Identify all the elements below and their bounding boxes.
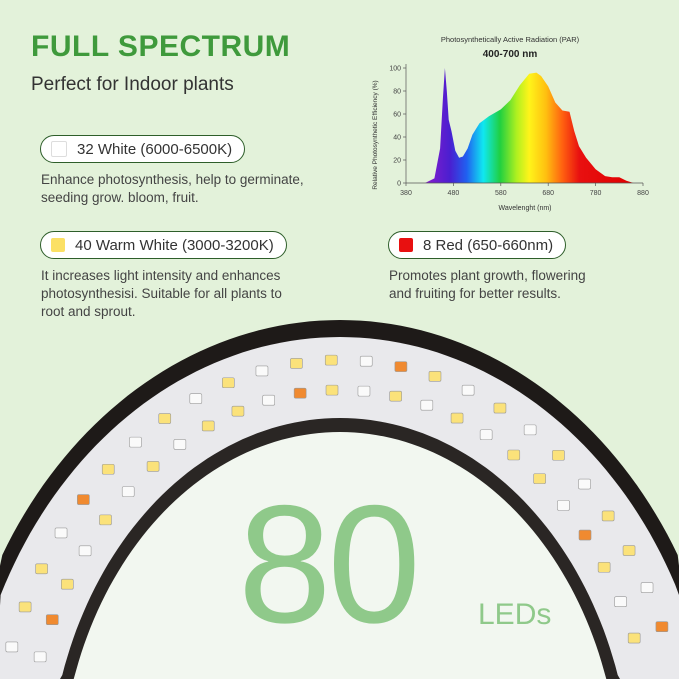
led-chip	[45, 614, 59, 625]
x-tick-label: 380	[400, 190, 412, 197]
y-axis-label: Relative Photosynthetic Efficiency (%)	[372, 80, 379, 189]
led-chip	[173, 439, 187, 450]
y-tick-label: 20	[393, 158, 401, 165]
x-tick-label: 680	[542, 190, 554, 197]
led-chip	[324, 354, 338, 366]
led-chip	[78, 545, 92, 557]
led-chip	[557, 500, 570, 511]
description-line: photosynthesisi. Suitable for all plants…	[41, 286, 282, 301]
led-chip	[99, 514, 112, 526]
description-line: Enhance photosynthesis, help to germinat…	[41, 172, 304, 187]
x-tick-label: 880	[637, 190, 649, 197]
led-type-warm-white-badge: 40 Warm White (3000-3200K)	[40, 231, 287, 259]
y-tick-label: 80	[393, 89, 401, 96]
led-chip	[640, 582, 654, 593]
chart-subtitle: 400-700 nm	[483, 49, 538, 60]
spectrum-area	[424, 68, 634, 183]
led-chip	[357, 385, 371, 397]
led-chip	[461, 384, 475, 396]
white-swatch-icon	[51, 141, 67, 157]
description-line: and fruiting for better results.	[389, 286, 561, 301]
led-chip	[493, 402, 507, 414]
led-chip	[552, 449, 565, 461]
led-chip	[523, 424, 537, 436]
led-type-red-badge: 8 Red (650-660nm)	[388, 231, 567, 259]
x-tick-label: 580	[495, 190, 507, 197]
led-chip	[394, 361, 408, 372]
description-line: seeding grow. bloom, fruit.	[41, 190, 199, 205]
led-chip	[420, 399, 434, 411]
led-chip	[533, 473, 546, 484]
page-title: FULL SPECTRUM	[31, 30, 291, 63]
led-type-label: 32 White (6000-6500K)	[77, 140, 233, 158]
description-line: It increases light intensity and enhance…	[41, 268, 281, 283]
led-type-description: Enhance photosynthesis, help to germinat…	[41, 171, 304, 207]
led-type-white-badge: 32 White (6000-6500K)	[40, 135, 246, 163]
x-tick-label: 480	[448, 190, 460, 197]
description-line: root and sprout.	[41, 304, 136, 319]
x-axis-label: Wavelenght (nm)	[498, 205, 551, 212]
led-chip	[222, 377, 235, 389]
led-chip	[255, 365, 269, 377]
led-count-unit: LEDs	[478, 598, 552, 631]
led-type-label: 40 Warm White (3000-3200K)	[75, 236, 274, 254]
x-tick-label: 780	[590, 190, 602, 197]
warm-white-swatch-icon	[51, 238, 65, 252]
led-type-label: 8 Red (650-660nm)	[423, 236, 554, 254]
led-chip	[18, 601, 32, 613]
led-chip	[293, 387, 307, 399]
led-chip	[578, 478, 591, 490]
led-chip	[189, 393, 203, 404]
led-chip	[129, 436, 142, 448]
led-chip	[146, 461, 160, 472]
led-chip	[77, 494, 90, 505]
description-line: Promotes plant growth, flowering	[389, 268, 586, 283]
led-chip	[158, 413, 172, 424]
ring-center	[60, 432, 620, 679]
led-chip	[101, 463, 115, 475]
y-tick-label: 60	[393, 112, 401, 119]
led-chip	[5, 641, 19, 653]
spectrum-chart: Photosynthetically Active Radiation (PAR…	[372, 35, 649, 212]
led-chip	[597, 561, 611, 573]
led-chip	[54, 527, 68, 539]
led-chip	[121, 486, 135, 497]
led-chip	[428, 371, 442, 382]
led-chip	[389, 390, 402, 402]
led-chip	[61, 578, 74, 590]
led-chip	[35, 563, 48, 575]
led-chip	[325, 384, 339, 396]
led-chip	[231, 405, 245, 417]
red-swatch-icon	[399, 238, 413, 252]
y-tick-label: 0	[397, 181, 401, 188]
led-count: 80	[238, 470, 421, 658]
led-chip	[290, 358, 303, 369]
led-chip	[359, 355, 373, 367]
page-subtitle: Perfect for Indoor plants	[31, 74, 234, 95]
led-type-description: Promotes plant growth, flowering and fru…	[389, 267, 586, 303]
led-chip	[201, 420, 215, 432]
led-chip	[601, 510, 615, 522]
led-chip	[627, 632, 641, 644]
led-chip	[614, 596, 627, 608]
led-chip	[479, 429, 493, 441]
led-chip	[33, 651, 47, 663]
led-chip	[655, 621, 669, 632]
led-chip	[262, 394, 275, 406]
chart-title: Photosynthetically Active Radiation (PAR…	[441, 35, 580, 44]
led-chip	[622, 545, 636, 556]
y-tick-label: 40	[393, 135, 401, 142]
y-tick-label: 100	[389, 66, 401, 73]
led-chip	[578, 529, 592, 541]
led-type-description: It increases light intensity and enhance…	[41, 267, 282, 321]
led-chip	[450, 412, 464, 424]
led-chip	[507, 449, 521, 461]
